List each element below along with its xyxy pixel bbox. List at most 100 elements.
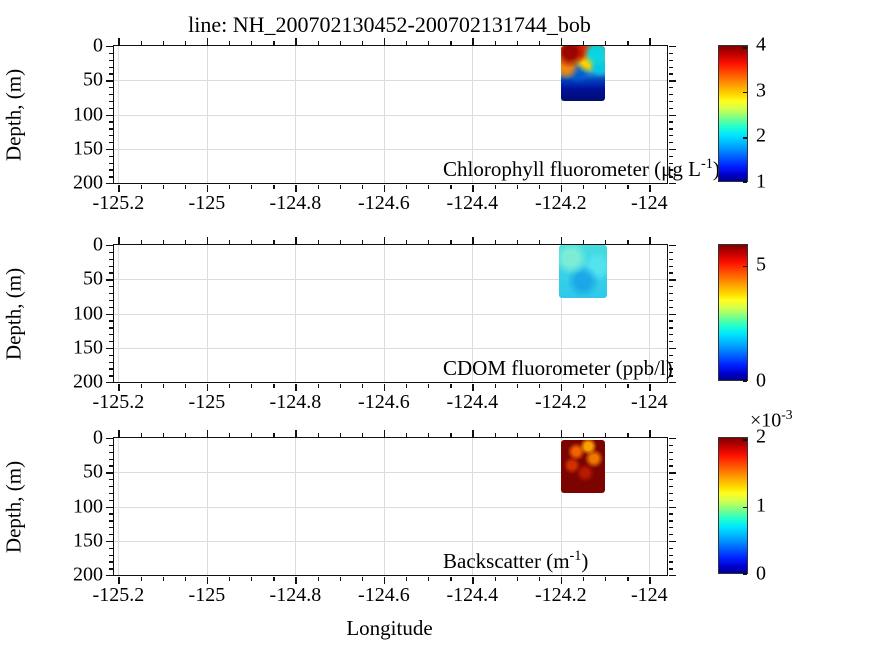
x-minor-tick xyxy=(494,40,496,45)
x-tick-label: -125.2 xyxy=(92,584,145,606)
superscript-text: -1 xyxy=(569,548,582,564)
y-minor-tick xyxy=(668,485,673,488)
y-tick-label: 100 xyxy=(73,495,103,517)
y-minor-tick xyxy=(668,554,673,556)
x-minor-tick xyxy=(140,432,142,437)
x-minor-tick xyxy=(162,239,165,244)
x-minor-tick xyxy=(605,40,607,45)
colorbar-tick xyxy=(743,265,747,268)
x-minor-tick xyxy=(251,184,253,189)
data-patch-cdom xyxy=(558,245,608,299)
y-major-tick xyxy=(105,472,113,474)
x-tick-label: -124.2 xyxy=(534,192,587,214)
y-tick-label: 0 xyxy=(93,233,103,256)
y-minor-tick xyxy=(108,59,113,62)
x-minor-tick xyxy=(140,40,142,45)
y-minor-tick xyxy=(108,334,113,336)
colorbar-tick xyxy=(743,47,747,49)
x-minor-tick xyxy=(251,432,253,437)
label-text: CDOM fluorometer (ppb/l) xyxy=(443,356,673,380)
x-minor-tick xyxy=(605,184,607,189)
x-minor-tick xyxy=(140,184,142,189)
y-major-tick xyxy=(668,506,676,508)
x-major-tick xyxy=(472,37,474,45)
y-minor-tick xyxy=(108,513,113,515)
colorbar-tick xyxy=(743,91,747,94)
y-major-tick xyxy=(668,245,676,247)
y-major-tick xyxy=(668,80,676,82)
y-major-tick xyxy=(105,347,113,350)
y-major-tick xyxy=(668,46,676,48)
y-minor-tick xyxy=(108,499,113,501)
y-minor-tick xyxy=(668,520,673,522)
label-text: Chlorophyll fluorometer (μg L xyxy=(443,157,701,181)
x-minor-tick xyxy=(627,184,629,189)
y-gridline xyxy=(114,540,667,542)
y-minor-tick xyxy=(108,520,113,522)
x-major-tick xyxy=(295,576,297,584)
x-tick-label: -124 xyxy=(630,584,668,606)
x-minor-tick xyxy=(406,40,408,45)
x-tick-label: -124.4 xyxy=(446,584,499,606)
y-minor-tick xyxy=(668,162,673,164)
y-minor-tick xyxy=(668,141,673,144)
y-gridline xyxy=(114,472,667,474)
y-major-tick xyxy=(668,148,676,151)
x-minor-tick xyxy=(605,576,607,581)
subplot-backscatter: -125.2 -125 -124.8 -124.6 -124.4 -124.2 -124 0 5… xyxy=(2,427,676,606)
y-minor-tick xyxy=(108,135,113,137)
label-text: ) xyxy=(581,549,589,573)
plot-label-backscatter: Backscatter (m-1) xyxy=(443,548,588,574)
x-major-tick xyxy=(649,429,651,437)
superscript-text: -3 xyxy=(781,407,793,422)
x-minor-tick xyxy=(361,432,364,437)
x-minor-tick xyxy=(516,184,518,189)
x-minor-tick xyxy=(582,239,585,244)
x-minor-tick xyxy=(428,576,430,581)
y-major-tick xyxy=(668,183,676,185)
y-minor-tick xyxy=(108,451,113,454)
x-major-tick xyxy=(649,236,651,244)
x-minor-tick xyxy=(361,40,364,45)
x-minor-tick xyxy=(273,184,275,189)
y-tick-label: 150 xyxy=(73,137,103,160)
y-major-tick xyxy=(668,279,676,281)
y-minor-tick xyxy=(668,272,673,274)
y-minor-tick xyxy=(108,533,113,536)
y-tick-label: 100 xyxy=(73,103,103,125)
x-minor-tick xyxy=(339,432,341,437)
x-minor-tick xyxy=(251,576,253,581)
y-tick-label: 150 xyxy=(73,336,103,359)
x-major-tick xyxy=(383,184,386,192)
y-minor-tick xyxy=(108,368,113,370)
x-minor-tick xyxy=(251,383,253,388)
y-minor-tick xyxy=(668,340,673,343)
x-minor-tick xyxy=(627,576,629,581)
x-minor-tick xyxy=(339,239,341,244)
x-major-tick xyxy=(383,429,386,437)
y-minor-tick xyxy=(668,533,673,536)
y-gridline xyxy=(114,148,667,150)
y-minor-tick xyxy=(108,141,113,144)
y-tick-label: 100 xyxy=(73,302,103,324)
y-minor-tick xyxy=(668,52,673,55)
x-minor-tick xyxy=(339,40,341,45)
y-major-tick xyxy=(105,438,113,440)
y-tick-label: 150 xyxy=(73,529,103,552)
figure-title: line: NH_200702130452-200702131744_bob xyxy=(188,12,591,37)
y-major-tick xyxy=(105,575,113,577)
x-major-tick xyxy=(472,383,474,391)
x-minor-tick xyxy=(229,383,231,388)
x-minor-tick xyxy=(605,383,607,388)
y-minor-tick xyxy=(108,87,113,89)
x-major-tick xyxy=(118,184,120,192)
y-minor-tick xyxy=(668,128,673,130)
y-gridline xyxy=(114,506,667,508)
x-minor-tick xyxy=(184,184,187,189)
x-tick-label: -124.6 xyxy=(358,192,410,214)
y-major-tick xyxy=(668,472,676,474)
y-major-tick xyxy=(105,382,113,384)
x-minor-tick xyxy=(317,432,319,437)
y-minor-tick xyxy=(108,52,113,55)
colorbar-tick-label: 2 xyxy=(756,124,766,147)
